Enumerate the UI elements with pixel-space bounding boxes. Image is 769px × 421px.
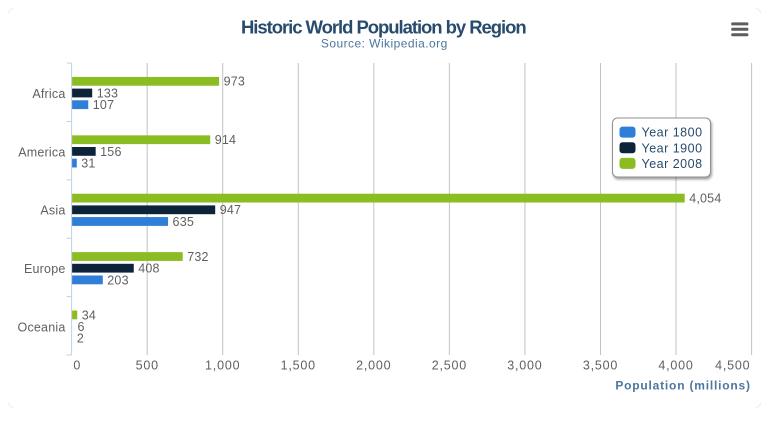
svg-text:34: 34 [82,308,96,322]
svg-text:Year 1800: Year 1800 [642,126,703,140]
svg-text:Africa: Africa [32,87,65,101]
svg-text:Source: Wikipedia.org: Source: Wikipedia.org [321,37,448,51]
svg-text:Year 2008: Year 2008 [642,157,703,171]
svg-text:2,500: 2,500 [432,359,467,373]
svg-text:America: America [18,145,65,159]
svg-text:4,000: 4,000 [658,359,693,373]
svg-text:203: 203 [107,273,128,287]
svg-text:2: 2 [77,332,84,346]
svg-text:1,500: 1,500 [281,359,316,373]
svg-text:6: 6 [78,320,85,334]
svg-text:Population (millions): Population (millions) [615,378,750,392]
svg-text:Europe: Europe [24,262,66,276]
svg-text:107: 107 [93,98,114,112]
svg-text:Oceania: Oceania [18,321,66,335]
svg-text:500: 500 [136,359,159,373]
svg-text:732: 732 [187,250,208,264]
svg-text:635: 635 [173,215,194,229]
svg-text:31: 31 [81,156,95,170]
svg-text:Year 1900: Year 1900 [642,141,703,155]
svg-text:4,054: 4,054 [689,192,721,206]
svg-text:947: 947 [220,203,241,217]
svg-text:Historic World Population by R: Historic World Population by Region [241,17,526,38]
svg-text:4,500: 4,500 [715,359,750,373]
svg-text:133: 133 [97,86,118,100]
svg-text:973: 973 [224,75,245,89]
svg-text:0: 0 [73,359,81,373]
svg-text:1,000: 1,000 [205,359,240,373]
svg-text:156: 156 [100,145,121,159]
svg-text:3,000: 3,000 [507,359,542,373]
svg-text:3,500: 3,500 [583,359,618,373]
svg-text:Asia: Asia [40,204,65,218]
svg-text:914: 914 [215,133,236,147]
svg-text:408: 408 [138,262,159,276]
svg-text:2,000: 2,000 [356,359,391,373]
